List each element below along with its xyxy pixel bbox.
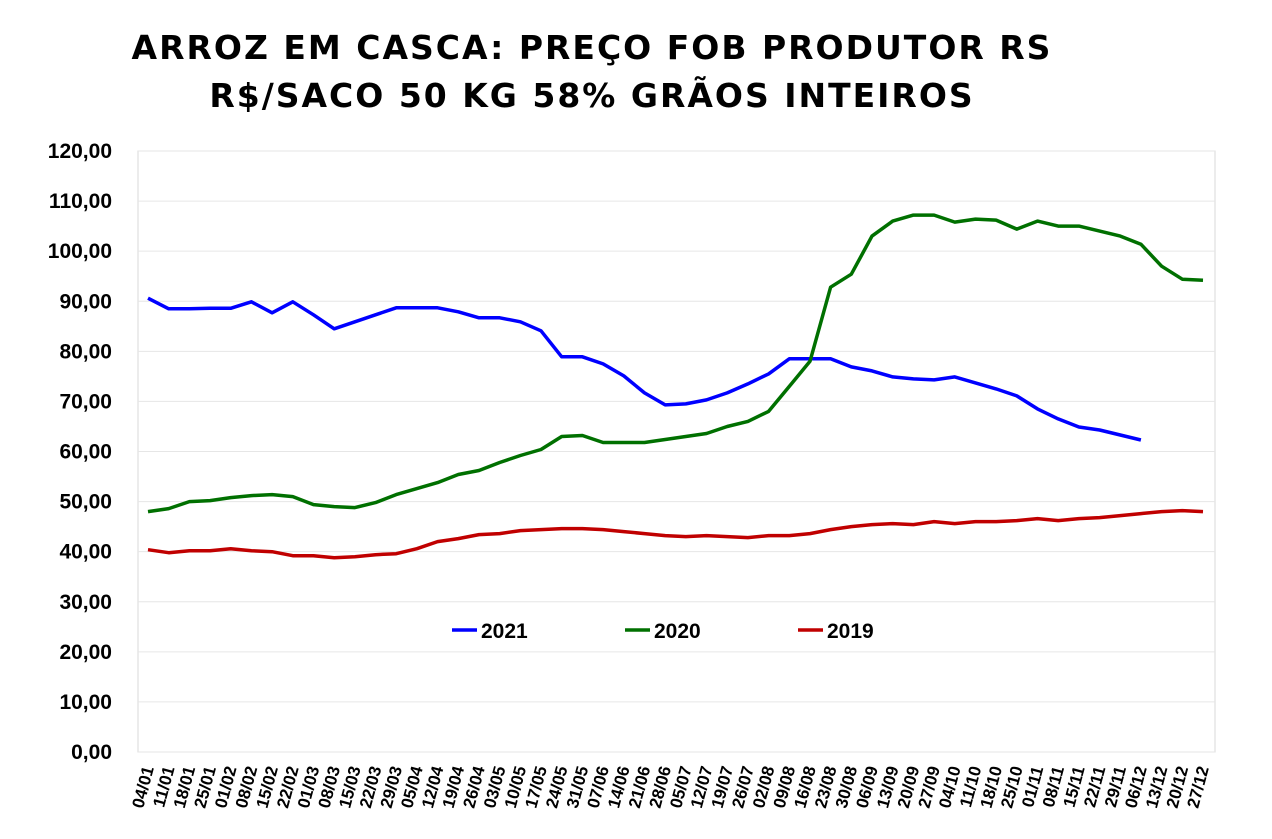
series-lines: [147, 213, 1204, 560]
gridlines: [137, 150, 1216, 753]
chart-title: ARROZ EM CASCA: PREÇO FOB PRODUTOR RS: [131, 28, 1053, 67]
y-tick-label: 20,00: [59, 641, 112, 664]
legend: 2021 2020 2019: [452, 620, 874, 643]
y-tick-label: 80,00: [59, 340, 112, 363]
y-tick-label: 110,00: [49, 190, 112, 213]
chart-subtitle: R$/SACO 50 KG 58% GRÃOS INTEIROS: [209, 76, 975, 115]
series-line-2020: [147, 213, 1204, 514]
series-line-2019: [147, 508, 1204, 560]
legend-label-2021: 2021: [481, 620, 528, 643]
y-tick-label: 30,00: [59, 591, 112, 614]
series-line-2021: [147, 296, 1142, 442]
legend-label-2020: 2020: [654, 620, 701, 643]
y-axis: 0,00 10,00 20,00 30,00 40,00 50,00 60,00 70,00 8…: [48, 140, 112, 764]
y-tick-label: 60,00: [59, 441, 112, 464]
legend-label-2019: 2019: [827, 620, 874, 643]
y-tick-label: 40,00: [59, 541, 112, 564]
y-tick-label: 10,00: [59, 691, 112, 714]
y-tick-label: 70,00: [59, 390, 112, 413]
y-tick-label: 120,00: [48, 140, 112, 163]
y-tick-label: 0,00: [71, 741, 112, 764]
x-axis: 04/0111/0118/0125/0101/0208/0215/0222/02…: [128, 764, 1212, 811]
y-tick-label: 90,00: [59, 290, 112, 313]
y-tick-label: 50,00: [59, 491, 112, 514]
y-tick-label: 100,00: [48, 240, 112, 263]
